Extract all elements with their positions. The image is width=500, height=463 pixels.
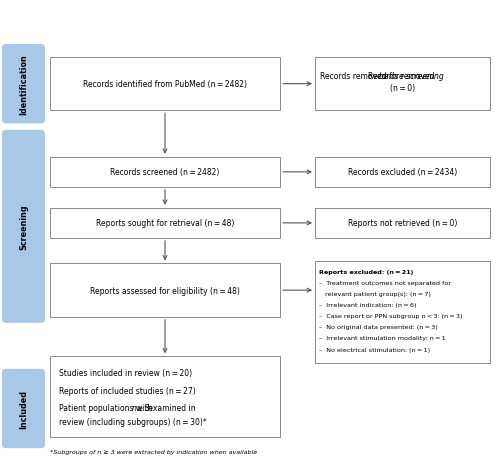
Text: –  No electrical stimulation: (n = 1): – No electrical stimulation: (n = 1) — [319, 347, 430, 352]
Text: Patient populations with: Patient populations with — [59, 403, 155, 412]
FancyBboxPatch shape — [50, 58, 280, 111]
Text: Records removed: Records removed — [368, 72, 437, 81]
Text: –  Treatment outcomes not separated for: – Treatment outcomes not separated for — [319, 280, 451, 285]
FancyBboxPatch shape — [2, 131, 45, 323]
Text: Reports sought for retrieval (n = 48): Reports sought for retrieval (n = 48) — [96, 219, 234, 228]
Text: (n = 0): (n = 0) — [390, 84, 415, 93]
Text: Included: Included — [19, 389, 28, 428]
Text: Studies included in review (n = 20): Studies included in review (n = 20) — [59, 368, 192, 377]
Text: Screening: Screening — [19, 204, 28, 250]
Text: Records identified from PubMed (n = 2482): Records identified from PubMed (n = 2482… — [83, 80, 247, 89]
Text: relevant patient group(s): (n = 7): relevant patient group(s): (n = 7) — [319, 291, 431, 296]
Text: Records screened (n = 2482): Records screened (n = 2482) — [110, 168, 220, 177]
Text: before screening: before screening — [379, 72, 444, 81]
Text: –  Irrelevant indication: (n = 6): – Irrelevant indication: (n = 6) — [319, 302, 416, 307]
Text: *Subgroups of n ≥ 3 were extracted by indication when available: *Subgroups of n ≥ 3 were extracted by in… — [50, 449, 257, 454]
FancyBboxPatch shape — [50, 264, 280, 317]
Text: n≥ 3: n≥ 3 — [132, 403, 149, 412]
Text: Reports excluded: (n = 21): Reports excluded: (n = 21) — [319, 269, 414, 274]
Text: –  Case report or PPN subgroup n < 3: (n = 3): – Case report or PPN subgroup n < 3: (n … — [319, 313, 462, 319]
FancyBboxPatch shape — [315, 58, 490, 111]
FancyBboxPatch shape — [2, 45, 45, 124]
Text: Records removed: Records removed — [320, 72, 389, 81]
Text: Reports assessed for eligibility (n = 48): Reports assessed for eligibility (n = 48… — [90, 286, 240, 295]
Text: review (including subgroups) (n = 30)*: review (including subgroups) (n = 30)* — [59, 417, 207, 426]
FancyBboxPatch shape — [315, 262, 490, 363]
Text: –  No original data presented: (n = 3): – No original data presented: (n = 3) — [319, 325, 438, 330]
Text: Identification: Identification — [19, 54, 28, 115]
FancyBboxPatch shape — [50, 208, 280, 238]
Text: –  Irrelevant stimulation modality: n = 1: – Irrelevant stimulation modality: n = 1 — [319, 336, 446, 341]
FancyBboxPatch shape — [50, 157, 280, 188]
Text: examined in: examined in — [146, 403, 196, 412]
Text: Records excluded (n = 2434): Records excluded (n = 2434) — [348, 168, 457, 177]
FancyBboxPatch shape — [315, 157, 490, 188]
FancyBboxPatch shape — [315, 208, 490, 238]
FancyBboxPatch shape — [2, 369, 45, 448]
Text: Reports of included studies (n = 27): Reports of included studies (n = 27) — [59, 386, 196, 394]
Text: Reports not retrieved (n = 0): Reports not retrieved (n = 0) — [348, 219, 457, 228]
FancyBboxPatch shape — [50, 357, 280, 438]
